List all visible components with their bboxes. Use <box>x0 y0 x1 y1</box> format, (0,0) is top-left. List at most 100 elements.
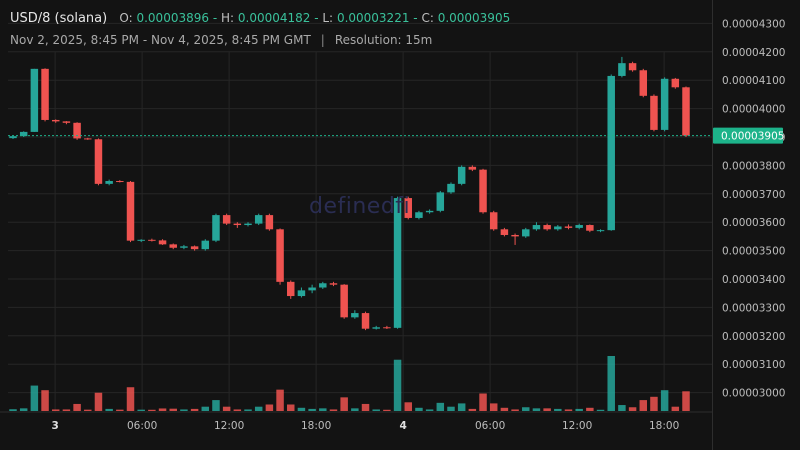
open-value: 0.00003896 <box>136 11 209 25</box>
price-axis[interactable]: 0.00004300 0.00004200 0.00004100 0.00004000… <box>722 18 785 399</box>
candle-body <box>222 215 231 224</box>
candle <box>596 229 605 233</box>
candle <box>532 222 541 231</box>
volume-bar <box>84 409 92 411</box>
y-tick-label: 0.00004200 <box>722 47 785 59</box>
volume-bar <box>30 385 39 411</box>
candle <box>158 239 167 245</box>
candle-body <box>297 290 306 297</box>
candle <box>51 119 60 123</box>
candle-body <box>137 239 145 241</box>
volume-bar <box>682 391 690 411</box>
candle-body <box>639 70 648 96</box>
candle-body <box>276 229 284 282</box>
volume-bar <box>639 400 648 411</box>
x-tick-label: 4 <box>399 420 406 432</box>
candle <box>436 190 445 213</box>
volume-bar <box>73 403 81 411</box>
candle-body <box>511 234 519 237</box>
candle <box>628 61 637 72</box>
volume-bar <box>415 407 423 411</box>
y-tick-label: 0.00003400 <box>722 274 785 286</box>
candle <box>404 196 412 220</box>
volume-bar <box>329 409 338 411</box>
candle-body <box>201 240 210 250</box>
candle <box>543 223 551 231</box>
candle-body <box>30 68 39 132</box>
candle-body <box>41 68 49 120</box>
candle <box>84 137 92 140</box>
candle <box>361 311 370 331</box>
candle-body <box>73 122 81 139</box>
volume-bar <box>62 409 71 411</box>
candle <box>660 77 669 132</box>
candle <box>287 280 295 299</box>
volume-bar <box>425 409 434 411</box>
candle <box>650 94 658 132</box>
candle <box>500 227 509 237</box>
candle <box>618 56 626 78</box>
close-value: 0.00003905 <box>437 11 511 25</box>
candle <box>425 209 434 214</box>
last-price-badge: 0.00003905 <box>713 127 784 144</box>
candle <box>319 281 327 289</box>
volume-bar <box>532 408 541 411</box>
time-axis[interactable]: 3 06:00 12:00 18:00 4 06:00 12:00 18:00 <box>51 420 679 432</box>
candle-body <box>586 225 594 231</box>
volume-bar <box>169 408 177 411</box>
candle-body <box>180 246 188 248</box>
candle-body <box>468 166 477 170</box>
candle <box>564 224 573 230</box>
volume-bar <box>607 356 615 411</box>
candle <box>169 243 177 250</box>
candle <box>372 325 380 330</box>
y-tick-label: 0.00003300 <box>722 302 785 314</box>
candle-body <box>607 75 615 231</box>
candle <box>340 284 348 319</box>
candle-body <box>543 225 551 230</box>
y-tick-label: 0.00003500 <box>722 246 785 258</box>
candle-body <box>351 313 359 318</box>
candle <box>62 121 71 125</box>
volume-bar <box>212 400 220 411</box>
candle-body <box>9 136 17 139</box>
candle-body <box>254 215 263 224</box>
volume-bar <box>564 409 573 411</box>
volume-bar <box>244 409 252 411</box>
volume-bar <box>479 393 487 411</box>
volume-bar <box>276 389 284 411</box>
volume-bar <box>308 408 316 411</box>
volume-bar <box>596 409 605 411</box>
high-value: 0.00004182 <box>237 11 311 25</box>
candle <box>489 210 498 231</box>
candle-body <box>618 63 626 76</box>
candle <box>415 210 423 220</box>
ohlc-readout: O: 0.00003896 - H: 0.00004182 - L: 0.000… <box>119 11 511 25</box>
volume-bar <box>190 408 199 411</box>
candle <box>586 224 594 233</box>
candle <box>19 131 28 137</box>
volume-bar <box>457 403 466 411</box>
volume-bar <box>116 409 124 411</box>
candle-body <box>393 198 402 328</box>
volume-bar <box>19 408 28 411</box>
candle <box>522 227 530 238</box>
volume-bar <box>361 403 370 411</box>
candle-body <box>126 181 135 241</box>
candle <box>575 223 583 230</box>
last-price-badge-bg <box>713 127 783 144</box>
volume-bar <box>265 404 274 411</box>
candle-body <box>148 239 156 241</box>
x-tick-label: 06:00 <box>127 420 157 432</box>
candle-body <box>447 183 455 193</box>
x-tick-label: 18:00 <box>649 420 679 432</box>
volume-bar <box>158 408 167 411</box>
volume-bar <box>94 392 103 411</box>
candle <box>276 228 284 285</box>
candle-body <box>671 78 680 88</box>
candle <box>265 213 274 231</box>
date-range: Nov 2, 2025, 8:45 PM - Nov 4, 2025, 8:45… <box>10 33 311 47</box>
volume-bar <box>137 409 145 411</box>
volume-bar <box>297 407 306 411</box>
